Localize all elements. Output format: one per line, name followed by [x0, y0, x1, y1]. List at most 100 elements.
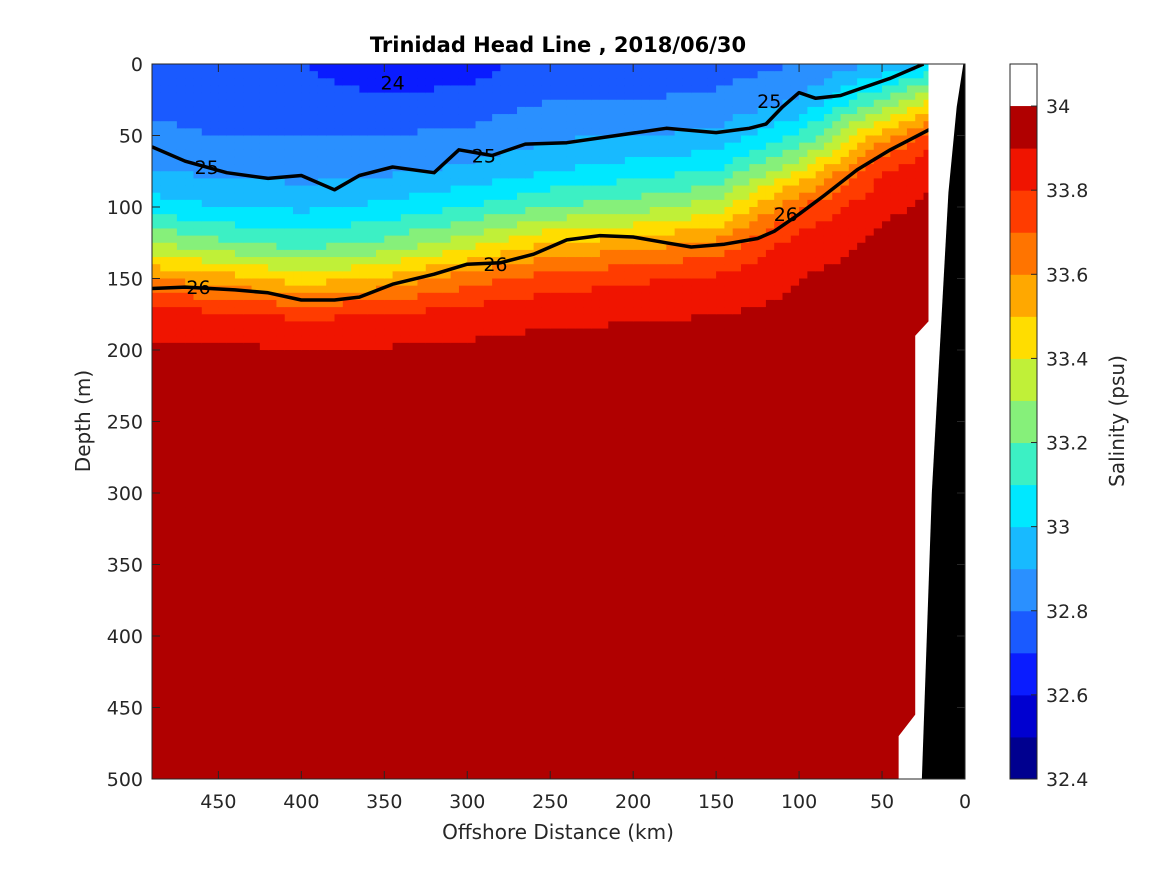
salinity-cell — [442, 271, 452, 280]
salinity-cell — [367, 493, 377, 501]
salinity-cell — [218, 600, 228, 608]
salinity-cell — [442, 664, 452, 673]
salinity-cell — [168, 328, 178, 337]
salinity-cell — [450, 342, 460, 351]
salinity-cell — [176, 328, 186, 337]
salinity-cell — [168, 371, 178, 380]
salinity-cell — [492, 535, 502, 544]
salinity-cell — [210, 607, 219, 616]
salinity-cell — [475, 192, 485, 201]
salinity-cell — [168, 350, 178, 358]
salinity-cell — [375, 407, 385, 415]
salinity-cell — [417, 106, 427, 115]
salinity-cell — [168, 571, 178, 580]
salinity-cell — [434, 650, 443, 659]
salinity-cell — [425, 357, 435, 365]
salinity-cell — [293, 235, 302, 244]
salinity-cell — [450, 700, 460, 709]
salinity-cell — [226, 721, 236, 730]
salinity-cell — [259, 700, 269, 709]
salinity-cell — [409, 407, 419, 415]
salinity-cell — [301, 249, 311, 258]
salinity-cell — [558, 149, 568, 158]
salinity-cell — [168, 564, 178, 573]
salinity-cell — [210, 385, 219, 394]
salinity-cell — [442, 114, 452, 122]
salinity-cell — [326, 700, 336, 709]
salinity-cell — [317, 78, 327, 87]
salinity-cell — [243, 593, 253, 601]
salinity-cell — [442, 335, 452, 344]
salinity-cell — [367, 614, 377, 623]
salinity-cell — [301, 764, 311, 773]
salinity-cell — [392, 142, 402, 151]
salinity-cell — [293, 585, 302, 594]
salinity-cell — [243, 578, 253, 587]
salinity-cell — [384, 657, 394, 666]
salinity-cell — [168, 249, 178, 258]
salinity-cell — [176, 564, 186, 573]
salinity-cell — [293, 578, 302, 587]
salinity-cell — [517, 435, 526, 444]
salinity-cell — [434, 628, 443, 637]
salinity-cell — [467, 185, 477, 194]
salinity-cell — [226, 278, 236, 287]
salinity-cell — [475, 285, 485, 294]
salinity-cell — [351, 335, 360, 344]
salinity-cell — [483, 207, 493, 215]
salinity-cell — [483, 593, 493, 601]
salinity-cell — [309, 278, 319, 287]
salinity-cell — [550, 407, 560, 415]
salinity-cell — [176, 114, 186, 122]
salinity-cell — [160, 242, 170, 251]
salinity-cell — [218, 257, 228, 265]
salinity-cell — [500, 264, 510, 272]
salinity-cell — [425, 771, 435, 779]
salinity-cell — [251, 714, 261, 723]
salinity-cell — [517, 285, 526, 294]
salinity-cell — [201, 478, 211, 487]
salinity-cell — [409, 114, 419, 122]
salinity-cell — [243, 671, 253, 680]
salinity-cell — [450, 528, 460, 537]
salinity-cell — [550, 299, 560, 308]
salinity-cell — [342, 414, 352, 423]
salinity-cell — [450, 578, 460, 587]
salinity-cell — [558, 457, 568, 465]
salinity-cell — [284, 278, 294, 287]
salinity-cell — [326, 271, 336, 280]
salinity-cell — [400, 135, 410, 144]
salinity-cell — [276, 750, 286, 759]
salinity-cell — [243, 156, 253, 165]
salinity-cell — [342, 471, 352, 480]
salinity-cell — [351, 457, 360, 465]
salinity-cell — [351, 414, 360, 423]
salinity-cell — [434, 543, 443, 551]
salinity-cell — [417, 228, 427, 237]
salinity-cell — [550, 92, 560, 101]
salinity-cell — [201, 493, 211, 501]
salinity-cell — [508, 392, 518, 401]
salinity-cell — [517, 385, 526, 394]
salinity-cell — [284, 407, 294, 415]
salinity-cell — [434, 614, 443, 623]
salinity-cell — [541, 493, 551, 501]
salinity-cell — [293, 328, 302, 337]
salinity-cell — [317, 521, 327, 530]
salinity-cell — [375, 585, 385, 594]
salinity-cell — [550, 171, 560, 179]
salinity-cell — [251, 185, 261, 194]
salinity-cell — [293, 307, 302, 315]
salinity-cell — [550, 493, 560, 501]
salinity-cell — [375, 249, 385, 258]
salinity-cell — [392, 500, 402, 508]
salinity-cell — [409, 607, 419, 616]
salinity-cell — [160, 221, 170, 230]
salinity-cell — [483, 428, 493, 437]
salinity-cell — [193, 693, 203, 701]
salinity-cell — [334, 407, 344, 415]
salinity-cell — [301, 257, 311, 265]
salinity-cell — [168, 757, 178, 766]
salinity-cell — [450, 271, 460, 280]
salinity-cell — [359, 578, 369, 587]
